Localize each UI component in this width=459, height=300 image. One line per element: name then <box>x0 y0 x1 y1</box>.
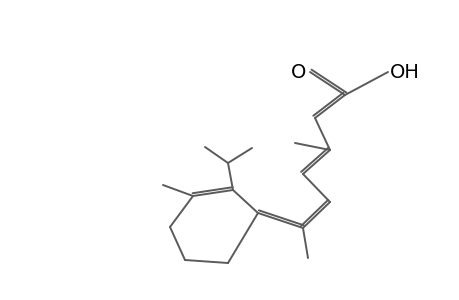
Text: O: O <box>290 62 305 82</box>
Text: OH: OH <box>389 62 419 82</box>
